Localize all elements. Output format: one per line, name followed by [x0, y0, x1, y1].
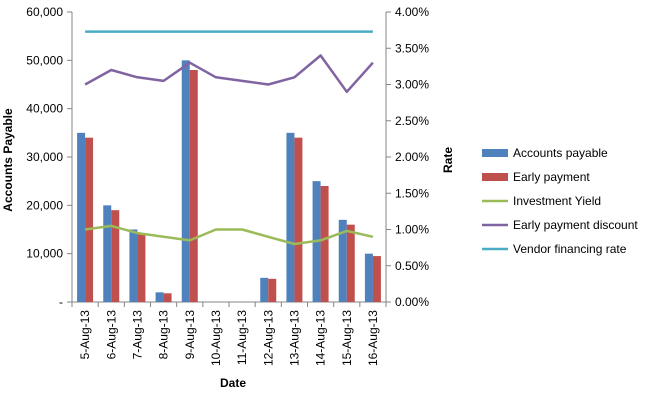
y2-axis-title: Rate: [441, 147, 455, 173]
y-tick-label: 10,000: [26, 247, 63, 261]
x-tick-label: 9-Aug-13: [183, 310, 197, 360]
x-tick-label: 6-Aug-13: [104, 310, 118, 360]
bar-early-payment: [346, 224, 355, 302]
bar-accounts-payable: [338, 219, 347, 302]
legend-label-vendor-financing-rate: Vendor financing rate: [513, 242, 627, 256]
y-tick-label: -: [59, 295, 63, 309]
bar-early-payment: [372, 256, 381, 302]
bar-early-payment: [163, 293, 172, 302]
x-tick-label: 15-Aug-13: [340, 310, 354, 366]
y-tick-label: 50,000: [26, 53, 63, 67]
legend-label-investment-yield: Investment Yield: [513, 194, 601, 208]
x-tick-label: 16-Aug-13: [366, 310, 380, 366]
y-tick-label: 60,000: [26, 5, 63, 19]
x-tick-label: 7-Aug-13: [130, 310, 144, 360]
x-tick-label: 8-Aug-13: [157, 310, 171, 360]
bar-accounts-payable: [129, 229, 138, 302]
x-tick-label: 14-Aug-13: [314, 310, 328, 366]
x-tick-label: 12-Aug-13: [261, 310, 275, 366]
bar-early-payment: [111, 210, 120, 302]
y-tick-label: 30,000: [26, 150, 63, 164]
x-tick-label: 13-Aug-13: [287, 310, 301, 366]
y2-tick-label: 2.50%: [395, 114, 429, 128]
legend-label-early-payment-discount: Early payment discount: [513, 218, 638, 232]
bar-early-payment: [189, 70, 198, 302]
legend-label-accounts-payable: Accounts payable: [513, 146, 608, 160]
bar-accounts-payable: [181, 60, 190, 303]
y2-tick-label: 3.50%: [395, 41, 429, 55]
line-early-payment-discount: [84, 54, 374, 94]
x-tick-label: 5-Aug-13: [78, 310, 92, 360]
bar-accounts-payable: [103, 205, 112, 302]
bar-accounts-payable: [286, 132, 295, 302]
y-axis-title: Accounts Payable: [1, 108, 15, 212]
y2-tick-label: 2.00%: [395, 150, 429, 164]
bar-accounts-payable: [364, 253, 373, 302]
x-tick-label: 10-Aug-13: [209, 310, 223, 366]
legend-swatch-early-payment: [482, 173, 508, 181]
y2-tick-label: 0.50%: [395, 259, 429, 273]
y2-tick-label: 4.00%: [395, 5, 429, 19]
bar-early-payment: [85, 137, 94, 302]
bar-early-payment: [268, 278, 277, 302]
bar-early-payment: [320, 186, 329, 302]
y-tick-label: 20,000: [26, 198, 63, 212]
y2-tick-label: 0.00%: [395, 295, 429, 309]
y2-tick-label: 1.50%: [395, 186, 429, 200]
y2-tick-label: 3.00%: [395, 78, 429, 92]
bar-early-payment: [294, 137, 303, 302]
y2-tick-label: 1.00%: [395, 223, 429, 237]
bar-accounts-payable: [155, 292, 164, 302]
line-investment-yield: [84, 224, 374, 246]
legend-swatch-accounts-payable: [482, 149, 508, 157]
x-tick-label: 11-Aug-13: [235, 310, 249, 365]
bar-accounts-payable: [260, 277, 269, 302]
x-axis-title: Date: [220, 376, 246, 390]
bar-accounts-payable: [77, 132, 86, 302]
legend-label-early-payment: Early payment: [513, 170, 590, 184]
y-tick-label: 40,000: [26, 102, 63, 116]
bar-early-payment: [137, 234, 146, 302]
